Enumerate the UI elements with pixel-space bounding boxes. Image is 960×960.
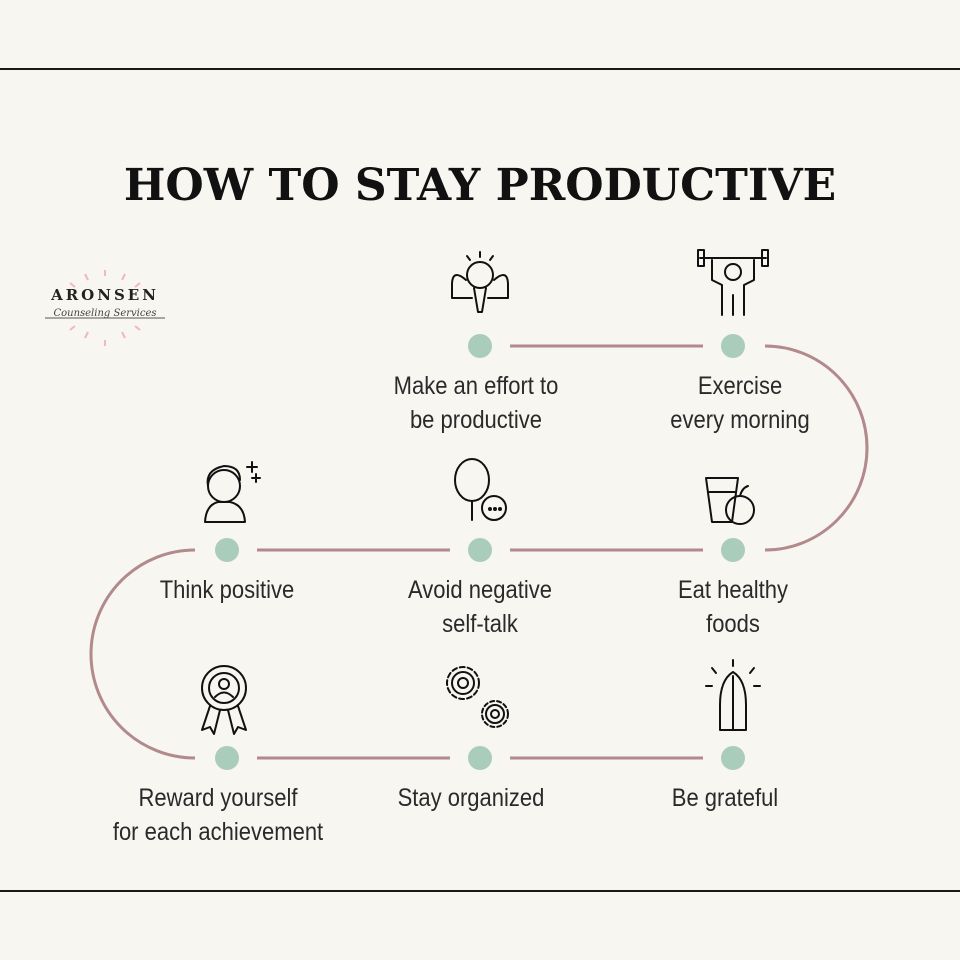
weightlifter-icon [697, 249, 769, 316]
label-line: Avoid negative [408, 576, 552, 604]
gears-icon [446, 666, 509, 728]
logo-sunburst-icon [45, 270, 165, 346]
step-dot [468, 538, 492, 562]
label-line: Stay organized [397, 784, 545, 812]
step-label-effort: Make an effort to be productive [344, 369, 608, 437]
label-line: Reward yourself [138, 784, 298, 812]
page-title: HOW TO STAY PRODUCTIVE [123, 160, 837, 211]
connector-curve [89, 548, 196, 760]
award-ribbon-icon [201, 665, 247, 735]
label-line: for each achievement [112, 818, 324, 846]
woman-sparkle-icon [204, 461, 261, 523]
label-line: be productive [409, 406, 543, 434]
lightbulb-muscle-icon [451, 251, 509, 313]
label-line: every morning [670, 406, 810, 434]
logo-brand: ARONSEN [51, 286, 159, 304]
logo: ARONSEN Counseling Services [40, 268, 170, 348]
connector-curve [764, 344, 869, 552]
praying-hands-icon [705, 659, 761, 731]
bottom-divider [0, 890, 960, 892]
step-label-grateful: Be grateful [593, 781, 857, 815]
step-dot [468, 334, 492, 358]
step-dot [721, 334, 745, 358]
label-line: self-talk [442, 610, 518, 638]
label-line: Make an effort to [393, 372, 559, 400]
step-label-self-talk: Avoid negative self-talk [348, 573, 612, 641]
label-line: foods [706, 610, 760, 638]
step-label-exercise: Exercise every morning [608, 369, 872, 437]
top-divider [0, 68, 960, 70]
step-label-positive: Think positive [95, 573, 359, 607]
juice-apple-icon [705, 477, 755, 525]
step-label-organized: Stay organized [339, 781, 603, 815]
mirror-speech-icon [454, 458, 507, 521]
step-dot [215, 746, 239, 770]
step-dot [468, 746, 492, 770]
step-dot [721, 538, 745, 562]
label-line: Think positive [159, 576, 295, 604]
step-dot [721, 746, 745, 770]
step-label-eat: Eat healthy foods [601, 573, 865, 641]
label-line: Exercise [697, 372, 783, 400]
label-line: Be grateful [671, 784, 779, 812]
label-line: Eat healthy [677, 576, 789, 604]
step-label-reward: Reward yourself for each achievement [86, 781, 350, 849]
logo-tagline: Counseling Services [53, 308, 157, 319]
step-dot [215, 538, 239, 562]
